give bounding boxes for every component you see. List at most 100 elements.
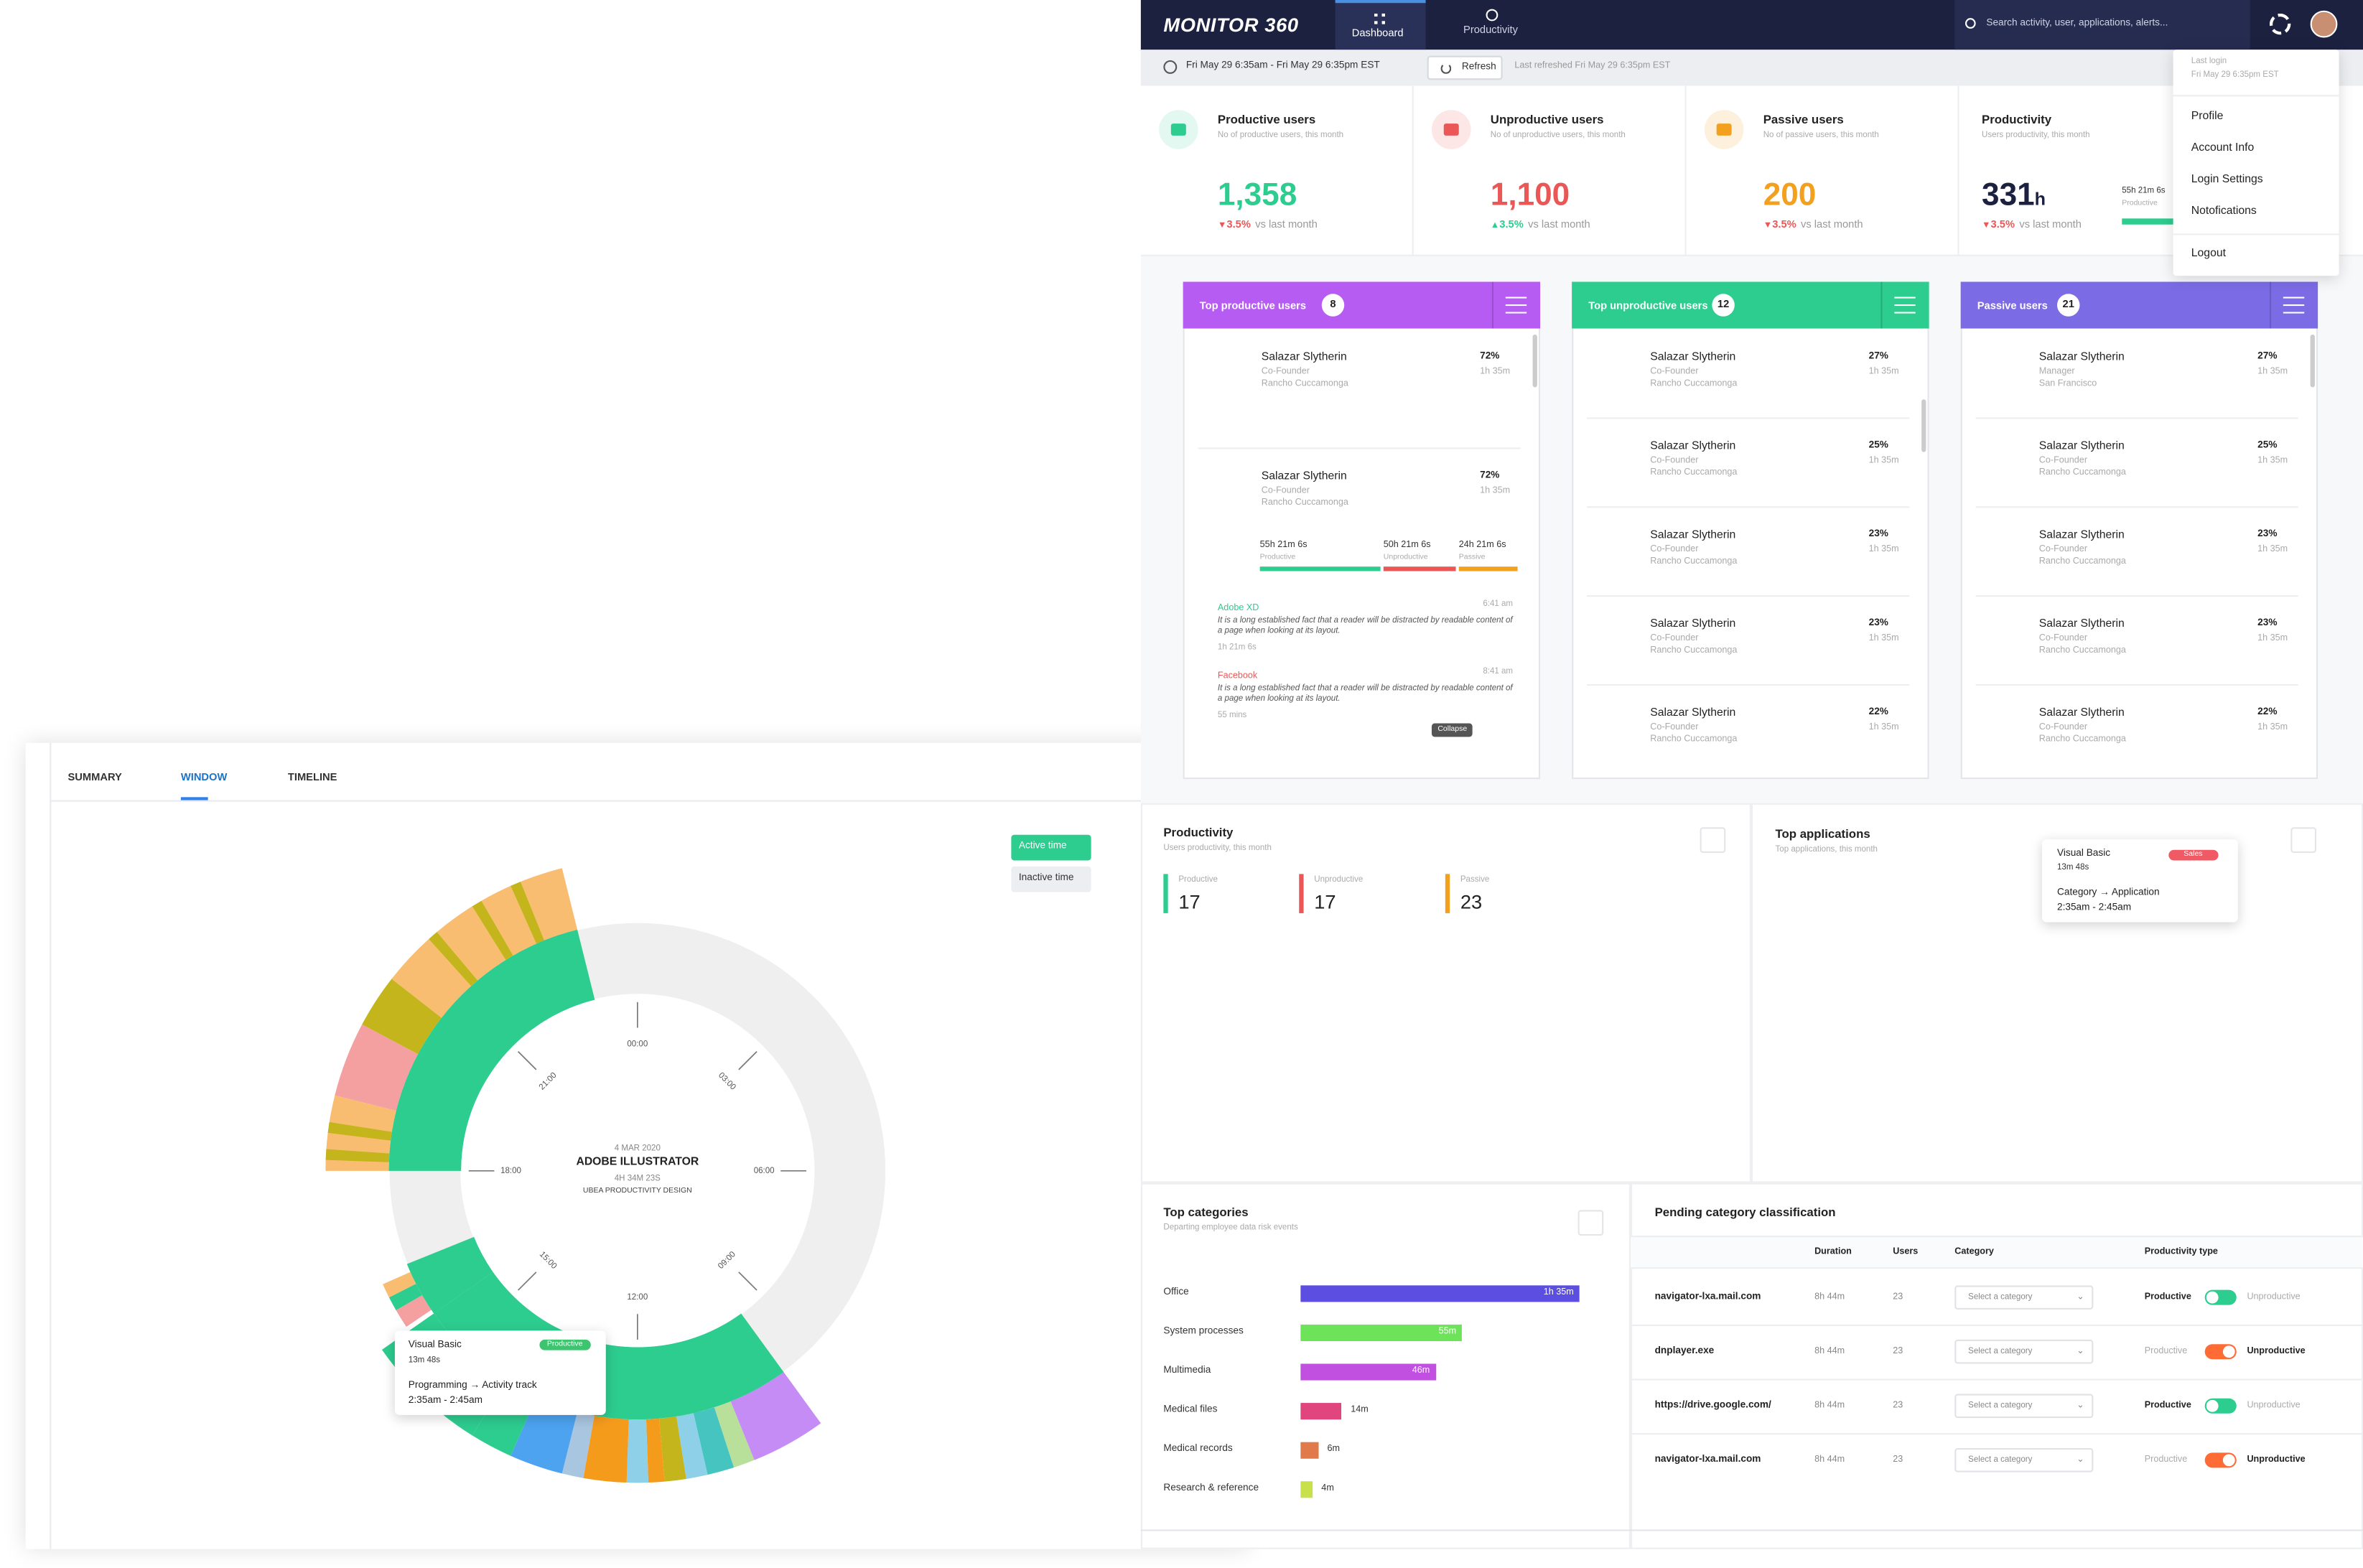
column-header: Productivity type [2144,1247,2218,1257]
tooltip-path: Category → Application [2056,887,2160,899]
tab[interactable]: SUMMARY [67,773,122,784]
panel-title: Top productive users [1199,301,1307,312]
menu-item[interactable]: Logout [2191,246,2226,260]
category-name: System processes [1163,1326,1244,1337]
nav-tab[interactable]: Dashboard [1335,0,1426,50]
toggle[interactable] [2204,1289,2237,1305]
select-chevron: ⌄ [2077,1292,2084,1302]
user-percent: 27% [1868,351,1888,362]
user-percent: 23% [1868,528,1888,540]
search[interactable]: Search activity, user, applications, ale… [1954,0,2250,50]
nav-tab[interactable]: Productivity [1447,0,1537,50]
date-range[interactable]: Fri May 29 6:35am - Fri May 29 6:35pm ES… [1185,60,1380,71]
user-panel [1960,281,2318,780]
duration: 8h 44m [1814,1292,1845,1302]
card-menu[interactable] [1700,827,1726,853]
filter-button[interactable] [2269,281,2318,329]
category-bar [1300,1363,1436,1380]
kpi-extra-time: 55h 21m 6s [2122,187,2166,196]
panel-header: Top unproductive users 12 [1572,281,1929,329]
user-location: Rancho Cuccamonga [1650,557,1738,567]
user-time: 1h 35m [2257,545,2288,555]
category-select[interactable]: Select a category ⌄ [1954,1448,2094,1473]
toggle[interactable] [2204,1398,2237,1414]
tooltip-range: 2:35am - 2:45am [408,1395,483,1406]
tooltip: Visual Basic Sales 13m 48s Category → Appli… [2042,839,2238,923]
filter-button[interactable] [1491,281,1540,329]
active-time-button[interactable]: Active time [1011,834,1091,861]
toggle-knob [2222,1345,2235,1358]
user-role: Co-Founder [1261,486,1310,496]
category-select[interactable]: Select a category ⌄ [1954,1394,2094,1419]
kpi-title: Productivity [1982,113,2052,127]
category-value: 1h 35m [1543,1288,1574,1298]
kpi-title: Unproductive users [1490,113,1604,127]
row-divider [1631,1378,2363,1381]
logo: MONITOR 360 [1163,13,1299,37]
menu-item[interactable]: Login Settings [2191,172,2263,186]
row-divider [1975,417,2298,419]
user-role: Co-Founder [2038,634,2088,644]
filter-button[interactable] [1880,281,1929,329]
menu-item[interactable]: Profile [2191,108,2224,123]
user-role: Co-Founder [1650,545,1699,555]
stat-value: 23 [1460,890,1483,913]
avatar[interactable] [2310,10,2338,38]
toggle-knob [2206,1399,2219,1412]
user-location: Rancho Cuccamonga [1650,468,1738,478]
menu-divider [2173,233,2339,235]
filter-line [1505,297,1527,299]
tab[interactable]: TIMELINE [287,773,337,784]
panel-title: Top unproductive users [1588,301,1708,312]
tooltip-from: Programming [408,1380,467,1391]
user-name: Salazar Slytherin [1650,349,1736,363]
trend-arrow: ▼ [1217,221,1227,231]
user-role: Co-Founder [2038,456,2088,466]
kpi-card: Productivity Users productivity, this mon… [1959,85,2232,256]
user-name: Salazar Slytherin [1650,527,1736,541]
user-name: Salazar Slytherin [1261,468,1347,482]
inactive-time-button[interactable]: Inactive time [1011,866,1091,892]
scrollbar [1532,334,1537,388]
menu-item[interactable]: Account Info [2191,140,2255,154]
tooltip-from: Category [2056,887,2097,898]
timeline-time: 8:41 am [1483,667,1514,677]
toggle-label: Productive [2144,1401,2191,1411]
search-icon [1964,18,1976,29]
category-select[interactable]: Select a category ⌄ [1954,1285,2094,1310]
user-role: Co-Founder [2038,723,2088,733]
top-nav: MONITOR 360 Dashboard Productivity Search a… [1140,0,2363,50]
tab-underline [180,797,208,801]
user-percent: 72% [1480,470,1500,481]
tooltip-to: Activity track [482,1380,537,1391]
kpi-vs: vs last month [1801,220,1863,231]
refresh-button[interactable]: Refresh [1427,55,1503,80]
kpi-vs: vs last month [1528,220,1590,231]
toggle[interactable] [2204,1452,2237,1468]
tab[interactable]: WINDOW [180,773,228,784]
row-divider [1975,683,2298,686]
menu-item[interactable]: Notofications [2191,203,2257,218]
nav-icon [1486,9,1499,22]
card-menu[interactable] [2290,827,2317,853]
kpi-value: 331h [1982,179,2046,211]
filter-line [1894,312,1916,314]
kpi-change: ▼3.5% vs last month [1982,220,2082,230]
category-select[interactable]: Select a category ⌄ [1954,1339,2094,1364]
user-menu: Last login Fri May 29 6:35pm EST Profile Ac… [2173,50,2339,276]
scrollbar [1921,399,1926,452]
user-location: Rancho Cuccamonga [1261,498,1348,508]
timeline-duration: 55 mins [1217,711,1247,721]
breakdown-label: Productive [1259,553,1296,562]
settings[interactable] [2269,13,2291,35]
toggle-label: Productive [2144,1292,2191,1302]
row-divider [1587,595,1910,597]
kpi-title: Productive users [1217,113,1316,127]
refresh-icon [1440,63,1452,74]
collapse-tooltip: Collapse [1431,723,1473,737]
users: 23 [1893,1455,1903,1465]
card-menu[interactable] [1577,1210,1604,1236]
toggle[interactable] [2204,1344,2237,1360]
user-name: Salazar Slytherin [1650,705,1736,719]
user-name: Salazar Slytherin [1650,438,1736,452]
